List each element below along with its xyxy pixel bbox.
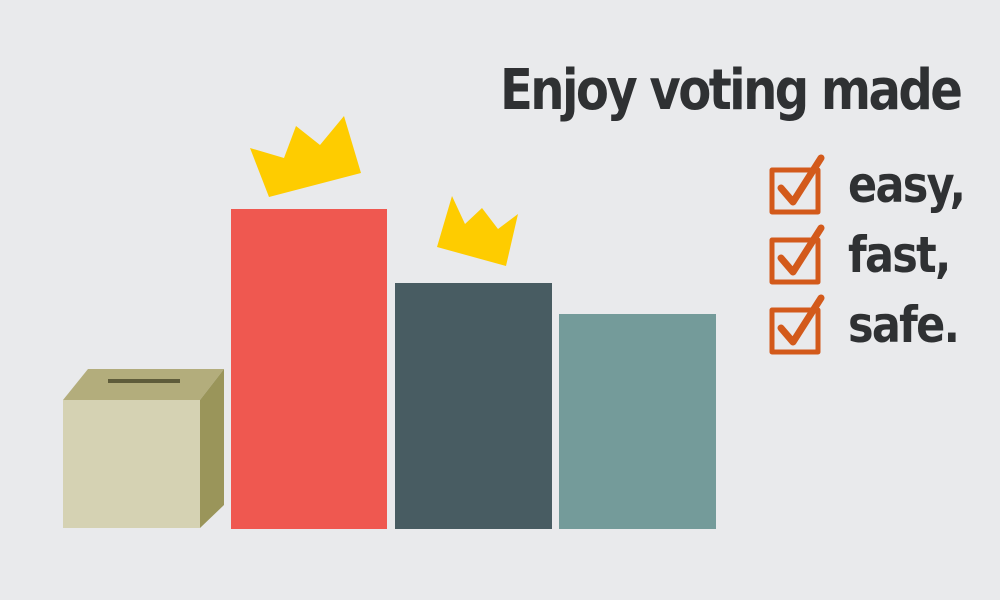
feature-checklist: easy, fast, safe. (768, 150, 983, 360)
checklist-item-easy: easy, (768, 150, 983, 220)
bar-red (231, 209, 387, 529)
ballot-box-icon (63, 369, 224, 528)
checklist-item-safe: safe. (768, 290, 983, 360)
ballot-slot (108, 379, 180, 383)
ballot-box-top (63, 369, 224, 400)
checklist-label: safe. (848, 296, 960, 354)
crown-icon (250, 116, 361, 197)
crown-icon (437, 196, 518, 266)
ballot-box-side (200, 369, 224, 528)
checklist-item-fast: fast, (768, 220, 983, 290)
ballot-box-front (63, 400, 200, 528)
checkbox-checked-icon (769, 154, 825, 215)
checkbox-checked-icon (769, 224, 825, 285)
bar-teal (559, 314, 716, 529)
checklist-label: fast, (848, 226, 951, 284)
checkbox-checked-icon (769, 294, 825, 355)
bar-dark-slate (395, 283, 552, 529)
checklist-label: easy, (848, 156, 966, 214)
headline: Enjoy voting made (499, 58, 963, 123)
